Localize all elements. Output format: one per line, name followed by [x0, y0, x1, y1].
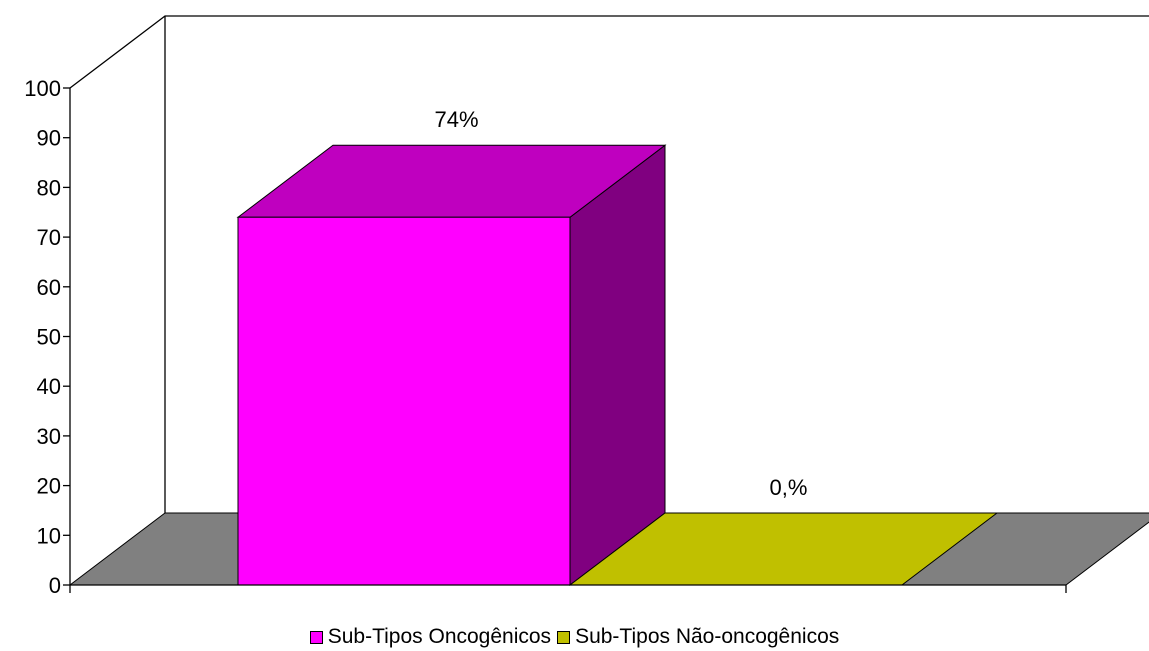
y-tick-label: 30 — [37, 424, 61, 449]
data-labels: 74% 0,% — [434, 107, 807, 500]
y-tick-label: 50 — [37, 325, 61, 350]
y-tick-label: 60 — [37, 275, 61, 300]
legend-label-oncogenic: Sub-Tipos Oncogênicos — [327, 625, 552, 648]
back-wall-edge — [69, 15, 1149, 89]
legend-swatch-non-oncogenic — [557, 630, 571, 644]
y-tick-label: 70 — [37, 225, 61, 250]
y-tick-label: 10 — [37, 523, 61, 548]
y-tick-label: 20 — [37, 474, 61, 499]
legend: Sub-Tipos Oncogênicos Sub-Tipos Não-onco… — [0, 623, 1149, 651]
y-tick-label: 0 — [49, 573, 61, 598]
y-tick-label: 90 — [37, 126, 61, 151]
data-label-1: 0,% — [770, 475, 808, 500]
y-tick-labels: 0 10 20 30 40 50 60 70 80 90 100 — [24, 76, 61, 598]
y-tick-label: 40 — [37, 374, 61, 399]
data-label-0: 74% — [434, 107, 478, 132]
chart-bars — [236, 144, 999, 587]
legend-item-oncogenic: Sub-Tipos Oncogênicos — [309, 625, 552, 649]
bar-front-0 — [237, 216, 571, 586]
legend-swatch-oncogenic — [309, 630, 323, 644]
legend-label-non-oncogenic: Sub-Tipos Não-oncogênicos — [575, 625, 840, 648]
y-tick-label: 80 — [37, 175, 61, 200]
value-axis — [63, 87, 1067, 593]
legend-item-non-oncogenic: Sub-Tipos Não-oncogênicos — [557, 625, 839, 649]
y-tick-label: 100 — [24, 76, 61, 101]
chart-walls — [69, 15, 1149, 513]
bar-0 — [236, 144, 667, 587]
bar-side-0 — [569, 144, 666, 587]
